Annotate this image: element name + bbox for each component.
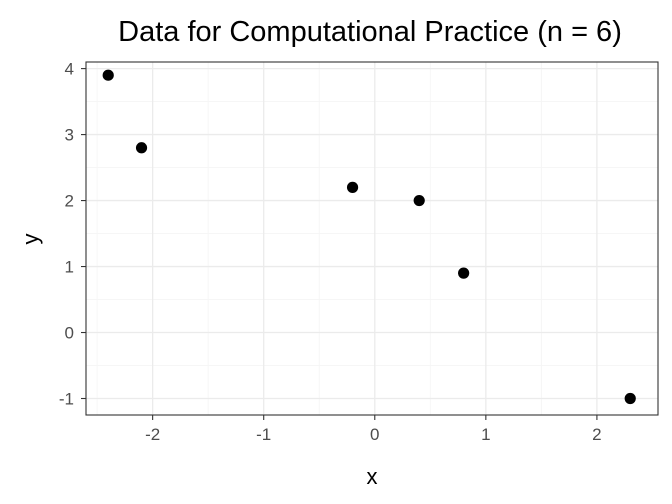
panel-border [85, 61, 659, 416]
y-tick-label: 2 [65, 192, 74, 211]
data-point [624, 392, 636, 405]
y-axis-ticks: -1 0 1 2 3 4 [59, 60, 86, 409]
data-point [413, 194, 425, 207]
y-tick-label: 4 [65, 60, 74, 79]
data-points [102, 69, 636, 405]
y-tick-label: -1 [59, 390, 74, 409]
y-tick-label: 1 [65, 258, 74, 277]
y-tick-label: 3 [65, 126, 74, 145]
x-tick-label: -1 [256, 425, 271, 444]
x-tick-label: 0 [370, 425, 379, 444]
minor-gridlines [86, 62, 658, 415]
x-tick-label: 2 [592, 425, 601, 444]
data-point [346, 181, 359, 193]
x-axis-ticks: -2 -1 0 1 2 [145, 415, 602, 444]
x-axis-title: x [367, 464, 378, 489]
x-tick-label: 1 [481, 425, 490, 444]
data-point [102, 69, 114, 81]
chart-title: Data for Computational Practice (n = 6) [118, 16, 622, 48]
major-gridlines [86, 62, 658, 415]
data-point [458, 267, 470, 279]
x-tick-label: -2 [145, 425, 160, 444]
y-tick-label: 0 [65, 324, 74, 343]
y-axis-title: y [18, 234, 43, 245]
data-point [135, 142, 148, 154]
